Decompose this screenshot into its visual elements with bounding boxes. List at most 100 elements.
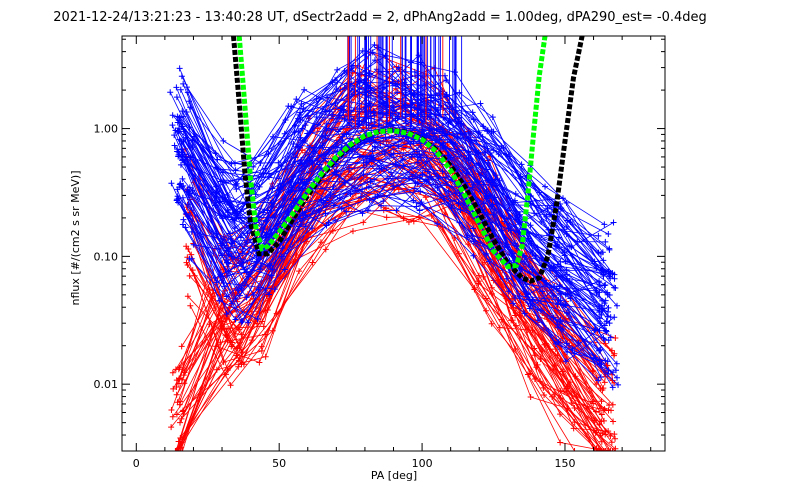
blue-sweep-marker	[178, 183, 185, 190]
blue-sweep-marker	[177, 161, 184, 168]
blue-sweep-marker	[233, 186, 240, 193]
blue-sweep-marker	[417, 188, 424, 195]
blue-sweep-marker	[613, 374, 620, 381]
blue-sweep-marker	[243, 294, 250, 301]
red-sweep-marker	[410, 218, 417, 225]
blue-sweep-marker	[288, 103, 295, 110]
blue-sweep-marker	[602, 238, 609, 245]
blue-sweep-marker	[333, 86, 340, 93]
blue-sweep-marker	[395, 113, 402, 120]
blue-sweep-marker	[169, 122, 176, 129]
red-sweep-marker	[508, 317, 515, 324]
red-sweep-marker	[175, 366, 182, 373]
blue-sweep-marker	[609, 384, 616, 391]
blue-sweep-marker	[223, 293, 230, 300]
data-layer	[167, 36, 622, 451]
red-sweep-marker	[179, 448, 186, 451]
blue-sweep-marker	[262, 234, 269, 241]
blue-sweep-marker	[613, 360, 620, 367]
blue-sweep-marker	[555, 234, 562, 241]
blue-sweep-marker	[265, 194, 272, 201]
red-sweep-marker	[172, 448, 179, 451]
red-sweep-marker	[227, 382, 234, 389]
red-sweep-marker	[488, 266, 495, 273]
blue-sweep-marker	[479, 156, 486, 163]
blue-sweep-marker	[324, 94, 331, 101]
blue-sweep-marker	[562, 258, 569, 265]
red-sweep-marker	[471, 284, 478, 291]
blue-sweep-marker	[239, 318, 246, 325]
y-tick-label: 1.00	[94, 123, 119, 136]
red-sweep-marker	[358, 176, 365, 183]
blue-sweep-marker	[517, 293, 524, 300]
red-sweep-marker	[557, 411, 564, 418]
y-tick-label: 0.01	[94, 378, 119, 391]
red-sweep-marker	[610, 418, 617, 425]
blue-sweep-marker	[355, 78, 362, 85]
blue-sweep-marker	[595, 232, 602, 239]
blue-sweep-marker	[281, 266, 288, 273]
blue-sweep-marker	[554, 324, 561, 331]
red-sweep-marker	[183, 243, 190, 250]
blue-sweep-marker	[613, 367, 620, 374]
blue-sweep-marker	[171, 142, 178, 149]
blue-sweep-marker	[380, 198, 387, 205]
red-sweep-marker	[607, 448, 614, 451]
blue-sweep-marker	[182, 224, 189, 231]
red-sweep-marker	[601, 406, 608, 413]
blue-sweep-marker	[601, 322, 608, 329]
blue-sweep-marker	[334, 66, 341, 73]
blue-sweep-marker	[569, 346, 576, 353]
red-sweep-marker	[393, 63, 400, 70]
red-sweep-line	[175, 216, 596, 451]
blue-sweep-marker	[275, 175, 282, 182]
blue-sweep-marker	[437, 143, 444, 150]
blue-sweep-marker	[313, 114, 320, 121]
y-axis: 0.01 0.10 1.00	[94, 38, 665, 452]
blue-sweep-marker	[393, 207, 400, 214]
blue-sweep-marker	[228, 253, 235, 260]
blue-sweep-marker	[308, 225, 315, 232]
blue-sweep-marker	[265, 291, 272, 298]
blue-sweep-marker	[220, 236, 227, 243]
blue-sweep-marker	[331, 169, 338, 176]
red-sweep-marker	[360, 219, 367, 226]
blue-sweep-marker	[526, 296, 533, 303]
blue-sweep-marker	[177, 86, 184, 93]
red-sweep-marker	[602, 428, 609, 435]
red-sweep-marker	[551, 391, 558, 398]
blue-sweep-marker	[484, 128, 491, 135]
blue-sweep-marker	[169, 112, 176, 119]
red-sweep-marker	[571, 448, 578, 451]
blue-sweep-marker	[180, 216, 187, 223]
blue-sweep-marker	[372, 194, 379, 201]
blue-sweep-marker	[301, 86, 308, 93]
red-sweep-marker	[598, 398, 605, 405]
red-sweep-marker	[571, 419, 578, 426]
blue-sweep-marker	[503, 275, 510, 282]
red-sweep-marker	[541, 392, 548, 399]
blue-sweep-marker	[228, 300, 235, 307]
red-sweep-marker	[428, 212, 435, 219]
blue-sweep-marker	[297, 109, 304, 116]
blue-sweep-marker	[183, 84, 190, 91]
blue-sweep-marker	[414, 159, 421, 166]
red-sweep-marker	[349, 228, 356, 235]
blue-sweep-marker	[388, 151, 395, 158]
blue-sweep-marker	[605, 231, 612, 238]
blue-sweep-marker	[610, 219, 617, 226]
blue-sweep-marker	[486, 258, 493, 265]
blue-sweep-marker	[339, 133, 346, 140]
red-sweep-marker	[168, 424, 175, 431]
red-sweep-marker	[608, 439, 615, 446]
blue-sweep-marker	[367, 178, 374, 185]
blue-sweep-marker	[615, 381, 622, 388]
blue-sweep-marker	[601, 282, 608, 289]
red-sweep-marker	[169, 413, 176, 420]
blue-sweep-marker	[601, 305, 608, 312]
blue-sweep-marker	[269, 185, 276, 192]
blue-sweep-marker	[239, 250, 246, 257]
blue-sweep-marker	[212, 189, 219, 196]
blue-sweep-line	[176, 158, 596, 330]
blue-sweep-marker	[258, 221, 265, 228]
